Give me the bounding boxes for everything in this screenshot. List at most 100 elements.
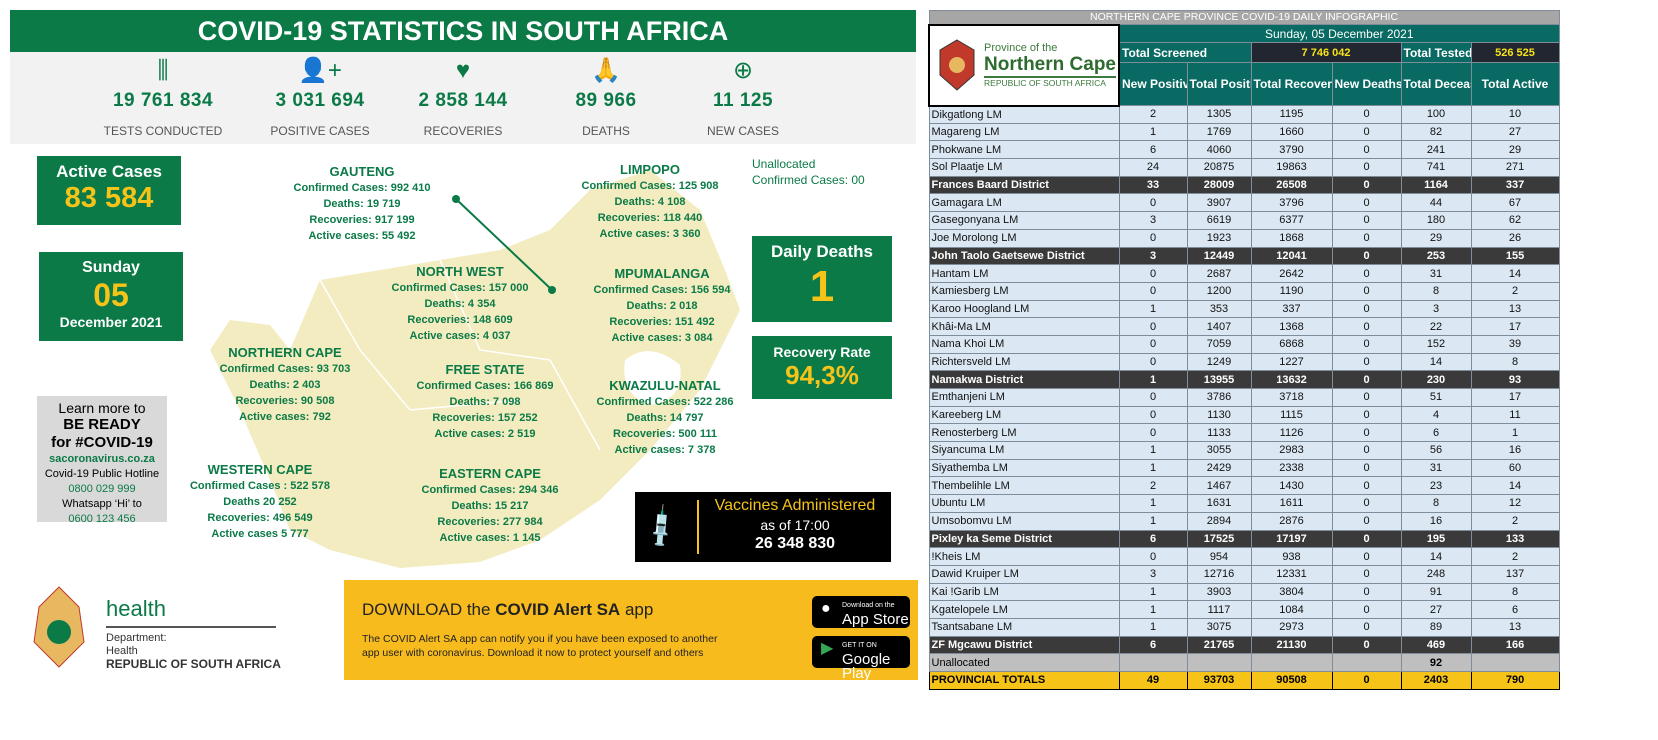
- cell: 1631: [1186, 494, 1252, 513]
- stat-value: 3 031 694: [275, 90, 365, 111]
- province-free-state: FREE STATE Confirmed Cases: 166 869 Deaths…: [405, 362, 565, 442]
- cell: 1115: [1250, 405, 1333, 425]
- cell: 22: [1400, 317, 1472, 336]
- cell: 0: [1331, 388, 1402, 407]
- cell: 2: [1470, 547, 1560, 566]
- province-stat: Active cases: 792: [239, 411, 331, 423]
- cell: 10: [1470, 105, 1560, 124]
- cell: 1: [1470, 423, 1560, 443]
- province-stat: Deaths: 7 098: [449, 396, 521, 408]
- cell: 0: [1118, 405, 1188, 425]
- cell: 1227: [1250, 352, 1333, 372]
- vaccines-box: 💉 Vaccines Administered as of 17:00 26 3…: [635, 492, 891, 562]
- cell: 19863: [1250, 158, 1333, 177]
- cell: 0: [1331, 317, 1402, 336]
- cell: 12331: [1250, 564, 1333, 584]
- row-name: ZF Mgcawu District: [928, 635, 1120, 655]
- date-box: Sunday 05 December 2021: [39, 252, 183, 341]
- cell: 1195: [1250, 105, 1333, 124]
- cell: 21130: [1250, 635, 1333, 655]
- cell: 0: [1118, 228, 1188, 248]
- cell: 0: [1118, 281, 1188, 301]
- cell: 230: [1400, 370, 1472, 389]
- cell: 14: [1470, 476, 1560, 496]
- app-title-post: app: [620, 600, 654, 619]
- table-row: Umsobomvu LM 1 2894 2876 0 16 2: [928, 511, 1560, 531]
- cell: 14: [1400, 352, 1472, 372]
- cell: 469: [1400, 635, 1472, 655]
- stat-label: TESTS CONDUCTED: [103, 124, 223, 138]
- cell: 0: [1118, 317, 1188, 336]
- whatsapp-number: 0600 123 456: [68, 513, 136, 525]
- cell: 0: [1331, 476, 1402, 496]
- table-row: Renosterberg LM 0 1133 1126 0 6 1: [928, 423, 1560, 443]
- cell: 337: [1250, 299, 1333, 319]
- cell: 89: [1400, 617, 1472, 637]
- website-link[interactable]: sacoronavirus.co.za: [49, 453, 155, 465]
- cell: 0: [1331, 564, 1402, 584]
- cell: 0: [1118, 388, 1188, 407]
- cell: 0: [1331, 370, 1402, 389]
- cell: 21765: [1186, 635, 1252, 655]
- cell: 67: [1470, 193, 1560, 213]
- cell: 8: [1470, 582, 1560, 602]
- cell: 2876: [1250, 511, 1333, 531]
- nc-logo-line1: Province of the: [984, 42, 1058, 54]
- google-play-button[interactable]: ▶ GET IT ON Google Play: [812, 636, 910, 681]
- gauteng-pointer: [455, 198, 553, 291]
- cell: 13955: [1186, 370, 1252, 389]
- row-name: Namakwa District: [928, 370, 1120, 389]
- row-name: Umsobomvu LM: [928, 511, 1120, 531]
- zoom-plus-icon: ⊕: [732, 57, 754, 84]
- row-name: Renosterberg LM: [928, 423, 1120, 443]
- cell: 0: [1331, 352, 1402, 372]
- cell: 3075: [1186, 617, 1252, 637]
- province-stat: Recoveries: 500 111: [613, 428, 717, 440]
- row-name: John Taolo Gaetsewe District: [928, 246, 1120, 266]
- cell: 31: [1400, 264, 1472, 283]
- cell: 0: [1331, 635, 1402, 655]
- app-store-button[interactable]: ● Download on the App Store: [812, 596, 910, 628]
- nc-logo-line3: REPUBLIC OF SOUTH AFRICA: [984, 78, 1106, 88]
- province-name: NORTH WEST: [416, 264, 504, 279]
- cell: 3907: [1186, 193, 1252, 213]
- cell: 3786: [1186, 388, 1252, 407]
- province-stat: Confirmed Cases: 166 869: [416, 380, 554, 392]
- cell: 3718: [1250, 388, 1333, 407]
- cell: 2642: [1250, 264, 1333, 283]
- province-stat: Active cases: 3 084: [611, 332, 713, 344]
- recovery-rate-value: 94,3%: [785, 360, 859, 390]
- recovery-rate-box: Recovery Rate 94,3%: [752, 336, 892, 399]
- cell: 3: [1118, 246, 1188, 266]
- stat-tests-conducted: ⫼ 19 761 834 TESTS CONDUCTED: [78, 56, 248, 138]
- province-stat: Active cases: 3 360: [599, 228, 701, 240]
- cell: 2687: [1186, 264, 1252, 283]
- cell: 337: [1470, 175, 1560, 195]
- cell: 92: [1400, 653, 1472, 672]
- active-cases-value: 83 584: [64, 182, 154, 214]
- cell: 2338: [1250, 458, 1333, 478]
- cell: 6: [1118, 529, 1188, 549]
- app-download-banner: DOWNLOAD the COVID Alert SA app The COVI…: [344, 580, 918, 681]
- stat-recoveries: ♥ 2 858 144 RECOVERIES: [378, 56, 548, 138]
- row-name: !Kheis LM: [928, 547, 1120, 566]
- whatsapp-label: Whatsapp ‘Hi’ to: [62, 498, 142, 510]
- row-name: PROVINCIAL TOTALS: [928, 671, 1120, 690]
- table-row: Gamagara LM 0 3907 3796 0 44 67: [928, 193, 1560, 213]
- table-row: Nama Khoi LM 0 7059 6868 0 152 39: [928, 334, 1560, 354]
- column-header: Total Recovered: [1250, 62, 1333, 106]
- stat-value: 2 858 144: [418, 90, 508, 111]
- cell: 0: [1118, 264, 1188, 283]
- cell: 0: [1331, 423, 1402, 443]
- row-name: Thembelihle LM: [928, 476, 1120, 496]
- province-limpopo: LIMPOPO Confirmed Cases: 125 908 Deaths: 4…: [570, 162, 730, 242]
- province-gauteng: GAUTENG Confirmed Cases: 992 410 Deaths: 1…: [282, 164, 442, 244]
- play-label: Google Play: [842, 651, 891, 682]
- cell: [1118, 653, 1188, 672]
- province-name: GAUTENG: [329, 164, 395, 179]
- south-africa-map: [210, 170, 740, 568]
- cell: 0: [1331, 511, 1402, 531]
- cell: 3: [1400, 299, 1472, 319]
- province-stat: Confirmed Cases: 992 410: [293, 182, 431, 194]
- province-northern-cape: NORTHERN CAPE Confirmed Cases: 93 703 Deat…: [205, 345, 365, 425]
